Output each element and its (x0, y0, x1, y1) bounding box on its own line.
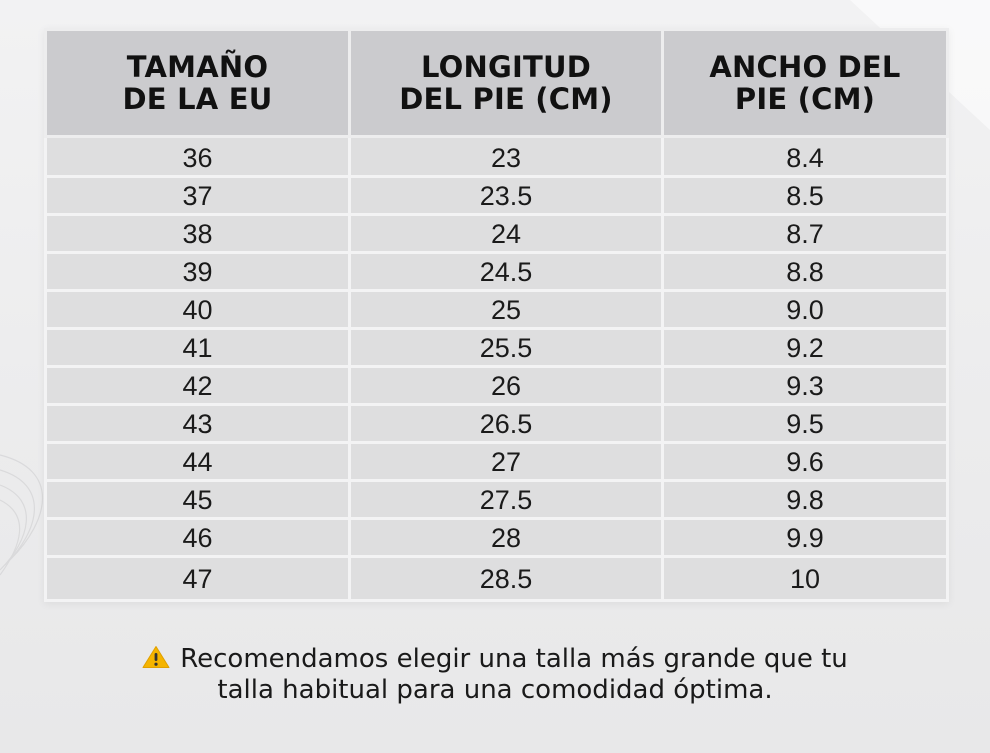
cell-foot-width: 8.8 (661, 251, 949, 292)
table-row: 42 26 9.3 (44, 365, 949, 406)
cell-foot-width: 8.7 (661, 213, 949, 254)
cell-foot-length: 28.5 (348, 555, 664, 602)
cell-eu-size: 42 (44, 365, 351, 406)
cell-foot-length: 26.5 (348, 403, 664, 444)
cell-eu-size: 40 (44, 289, 351, 330)
cell-foot-length: 25.5 (348, 327, 664, 368)
cell-eu-size: 45 (44, 479, 351, 520)
table-row: 38 24 8.7 (44, 213, 949, 254)
table-row: 37 23.5 8.5 (44, 175, 949, 216)
cell-foot-width: 9.9 (661, 517, 949, 558)
cell-foot-width: 10 (661, 555, 949, 602)
table-row: 47 28.5 10 (44, 555, 949, 602)
cell-eu-size: 37 (44, 175, 351, 216)
cell-eu-size: 36 (44, 135, 351, 178)
table-row: 41 25.5 9.2 (44, 327, 949, 368)
cell-foot-width: 9.6 (661, 441, 949, 482)
recommendation-note: Recomendamos elegir una talla más grande… (60, 644, 930, 706)
header-row: TAMAÑO DE LA EU LONGITUD DEL PIE (CM) AN… (44, 28, 949, 138)
cell-foot-length: 28 (348, 517, 664, 558)
warning-icon (142, 646, 170, 668)
cell-eu-size: 43 (44, 403, 351, 444)
cell-foot-width: 8.5 (661, 175, 949, 216)
cell-foot-width: 8.4 (661, 135, 949, 178)
note-line-1: Recomendamos elegir una talla más grande… (180, 644, 848, 674)
note-line-2: talla habitual para una comodidad óptima… (217, 675, 773, 705)
cell-foot-width: 9.5 (661, 403, 949, 444)
cell-foot-width: 9.3 (661, 365, 949, 406)
cell-foot-length: 24 (348, 213, 664, 254)
size-chart-table: TAMAÑO DE LA EU LONGITUD DEL PIE (CM) AN… (44, 28, 949, 602)
table-row: 36 23 8.4 (44, 135, 949, 178)
cell-eu-size: 41 (44, 327, 351, 368)
header-foot-width: ANCHO DEL PIE (CM) (661, 28, 949, 138)
table-row: 39 24.5 8.8 (44, 251, 949, 292)
cell-foot-width: 9.8 (661, 479, 949, 520)
cell-foot-length: 24.5 (348, 251, 664, 292)
cell-eu-size: 38 (44, 213, 351, 254)
table-row: 46 28 9.9 (44, 517, 949, 558)
table-row: 45 27.5 9.8 (44, 479, 949, 520)
cell-foot-width: 9.0 (661, 289, 949, 330)
cell-eu-size: 47 (44, 555, 351, 602)
cell-eu-size: 46 (44, 517, 351, 558)
header-foot-length: LONGITUD DEL PIE (CM) (348, 28, 664, 138)
table-row: 43 26.5 9.5 (44, 403, 949, 444)
cell-eu-size: 39 (44, 251, 351, 292)
table-row: 44 27 9.6 (44, 441, 949, 482)
cell-foot-length: 25 (348, 289, 664, 330)
cell-foot-length: 27 (348, 441, 664, 482)
cell-foot-length: 26 (348, 365, 664, 406)
cell-eu-size: 44 (44, 441, 351, 482)
cell-foot-length: 23.5 (348, 175, 664, 216)
cell-foot-length: 27.5 (348, 479, 664, 520)
cell-foot-length: 23 (348, 135, 664, 178)
cell-foot-width: 9.2 (661, 327, 949, 368)
header-eu-size: TAMAÑO DE LA EU (44, 28, 351, 138)
table-row: 40 25 9.0 (44, 289, 949, 330)
